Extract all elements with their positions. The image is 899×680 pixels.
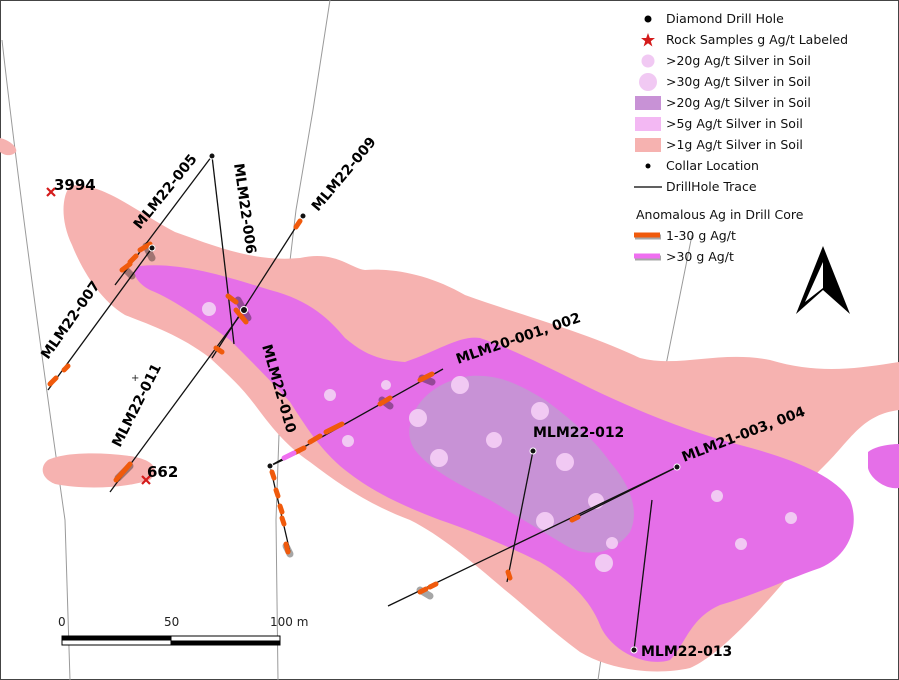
legend-label: DrillHole Trace [666,179,757,194]
legend-row: 1-30 g Ag/t [630,225,892,246]
scale-bar [61,635,281,646]
small-cross-marker: + [131,373,139,384]
legend-row: Rock Samples g Ag/t Labeled [630,29,892,50]
collar-dot-icon [630,157,666,175]
legend-label: >20g Ag/t Silver in Soil [666,95,811,110]
soil-zone-gt20g [409,375,634,553]
magenta-bar-icon [630,248,666,266]
legend-row: >20g Ag/t Silver in Soil [630,92,892,113]
legend-label: Collar Location [666,158,759,173]
scale-label-50: 50 [164,615,179,629]
legend-label: >5g Ag/t Silver in Soil [666,116,803,131]
purple-area-icon [630,94,666,112]
legend-row: DrillHole Trace [630,176,892,197]
scale-label-0: 0 [58,615,66,629]
core-intercepts [47,218,581,600]
legend-label: Diamond Drill Hole [666,11,784,26]
large-lilac-circle-icon [630,72,666,91]
black-line-icon [630,178,666,196]
small-lilac-circle-icon [630,52,666,70]
orange-bar-icon [630,227,666,245]
scale-label-100: 100 m [270,615,308,629]
legend-row: >1g Ag/t Silver in Soil [630,134,892,155]
north-arrow-icon [796,246,850,314]
legend-row: >20g Ag/t Silver in Soil [630,50,892,71]
collar-locations [148,152,681,654]
map-legend: Diamond Drill Hole Rock Samples g Ag/t L… [630,8,892,267]
soil-sample-circles [202,302,797,572]
legend-label: >1g Ag/t Silver in Soil [666,137,803,152]
legend-label: Rock Samples g Ag/t Labeled [666,32,849,47]
legend-label: 1-30 g Ag/t [666,228,736,243]
magenta-area-icon [630,115,666,133]
black-dot-icon [630,10,666,28]
hole-label-mlm22-012: MLM22-012 [533,425,624,441]
legend-label: >20g Ag/t Silver in Soil [666,53,811,68]
legend-core-title: Anomalous Ag in Drill Core [636,206,804,222]
red-star-icon [630,31,666,49]
pink-area-icon [630,136,666,154]
hole-label-mlm22-013: MLM22-013 [641,644,732,660]
legend-row: Collar Location [630,155,892,176]
legend-row: Diamond Drill Hole [630,8,892,29]
legend-label: >30g Ag/t Silver in Soil [666,74,811,89]
legend-label: >30 g Ag/t [666,249,734,264]
rock-sample-markers [46,187,151,485]
legend-row: >30 g Ag/t [630,246,892,267]
legend-row: >30g Ag/t Silver in Soil [630,71,892,92]
rock-sample-label-3994: 3994 [54,176,96,194]
rock-sample-label-662: 662 [147,463,178,481]
legend-row: >5g Ag/t Silver in Soil [630,113,892,134]
